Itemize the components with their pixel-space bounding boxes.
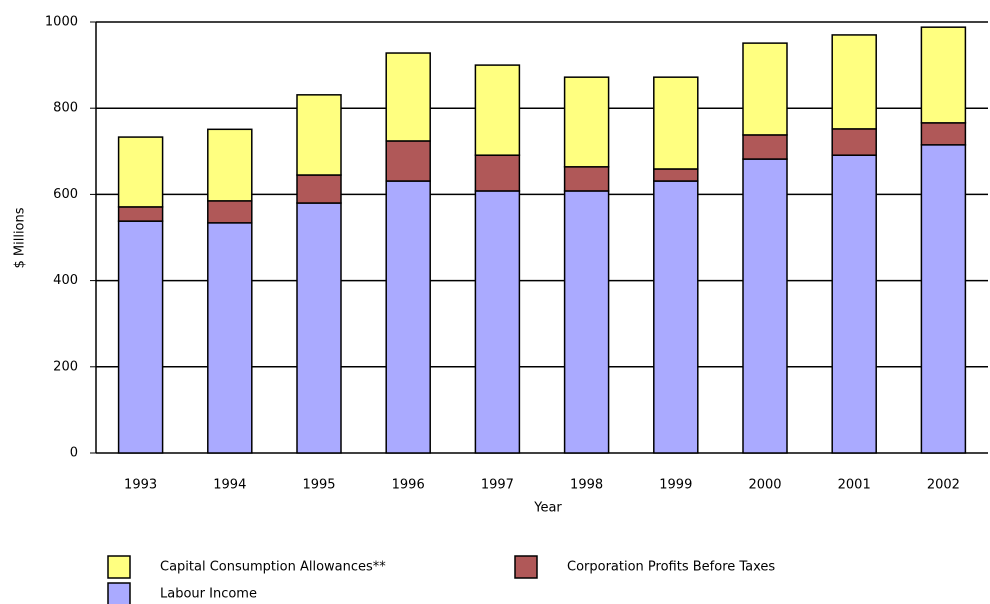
- bar-segment: [207, 200, 253, 224]
- x-tick-label: 2001: [838, 478, 871, 493]
- y-tick-label: 0: [70, 446, 78, 461]
- bar-segment: [117, 206, 164, 222]
- legend-label: Corporation Profits Before Taxes: [567, 560, 775, 575]
- bar-segment: [563, 76, 610, 168]
- x-tick-label: 1995: [302, 478, 335, 493]
- x-tick-label: 1999: [659, 478, 692, 493]
- bar-segment: [117, 220, 164, 454]
- x-tick-label: 1996: [392, 478, 425, 493]
- x-tick-label: 1998: [570, 478, 603, 493]
- bar-segment: [563, 190, 610, 454]
- y-tick-label: 800: [53, 101, 78, 116]
- legend-swatch: [107, 582, 131, 604]
- legend-swatch: [107, 555, 131, 579]
- bar-segment: [117, 136, 164, 208]
- bar-segment: [653, 76, 699, 170]
- bar-segment: [653, 180, 699, 454]
- bar-segment: [742, 158, 788, 454]
- bar-segment: [207, 128, 253, 202]
- x-tick-label: 2000: [748, 478, 781, 493]
- y-tick-label: 1000: [45, 15, 78, 30]
- bar-segment: [207, 222, 253, 454]
- x-tick-label: 1994: [213, 478, 246, 493]
- bar-segment: [385, 140, 431, 182]
- bar-segment: [831, 128, 877, 156]
- bar-segment: [653, 168, 699, 182]
- y-tick-label: 200: [53, 359, 78, 374]
- legend-label: Labour Income: [160, 587, 257, 602]
- y-tick-label: 400: [53, 273, 78, 288]
- bar-segment: [385, 180, 431, 454]
- bar-segment: [920, 144, 967, 454]
- legend-label: Capital Consumption Allowances**: [160, 560, 386, 575]
- bar-segment: [296, 202, 342, 454]
- bar-segment: [563, 166, 610, 192]
- bar-segment: [920, 26, 967, 124]
- y-tick-label: 600: [53, 187, 78, 202]
- x-tick-label: 1993: [124, 478, 157, 493]
- bar-segment: [920, 122, 967, 146]
- legend-swatch: [514, 555, 538, 579]
- bar-segment: [742, 42, 788, 136]
- bar-segment: [831, 34, 877, 130]
- bar-segment: [474, 190, 521, 454]
- bar-segment: [474, 64, 521, 156]
- bar-segment: [742, 134, 788, 160]
- bar-segment: [831, 154, 877, 454]
- y-axis-label: $ Millions: [13, 207, 28, 268]
- bar-segment: [296, 174, 342, 204]
- x-tick-label: 2002: [927, 478, 960, 493]
- x-axis-label: Year: [533, 501, 562, 516]
- bar-segment: [296, 94, 342, 176]
- x-tick-label: 1997: [481, 478, 514, 493]
- bar-segment: [385, 52, 431, 142]
- bar-segment: [474, 154, 521, 192]
